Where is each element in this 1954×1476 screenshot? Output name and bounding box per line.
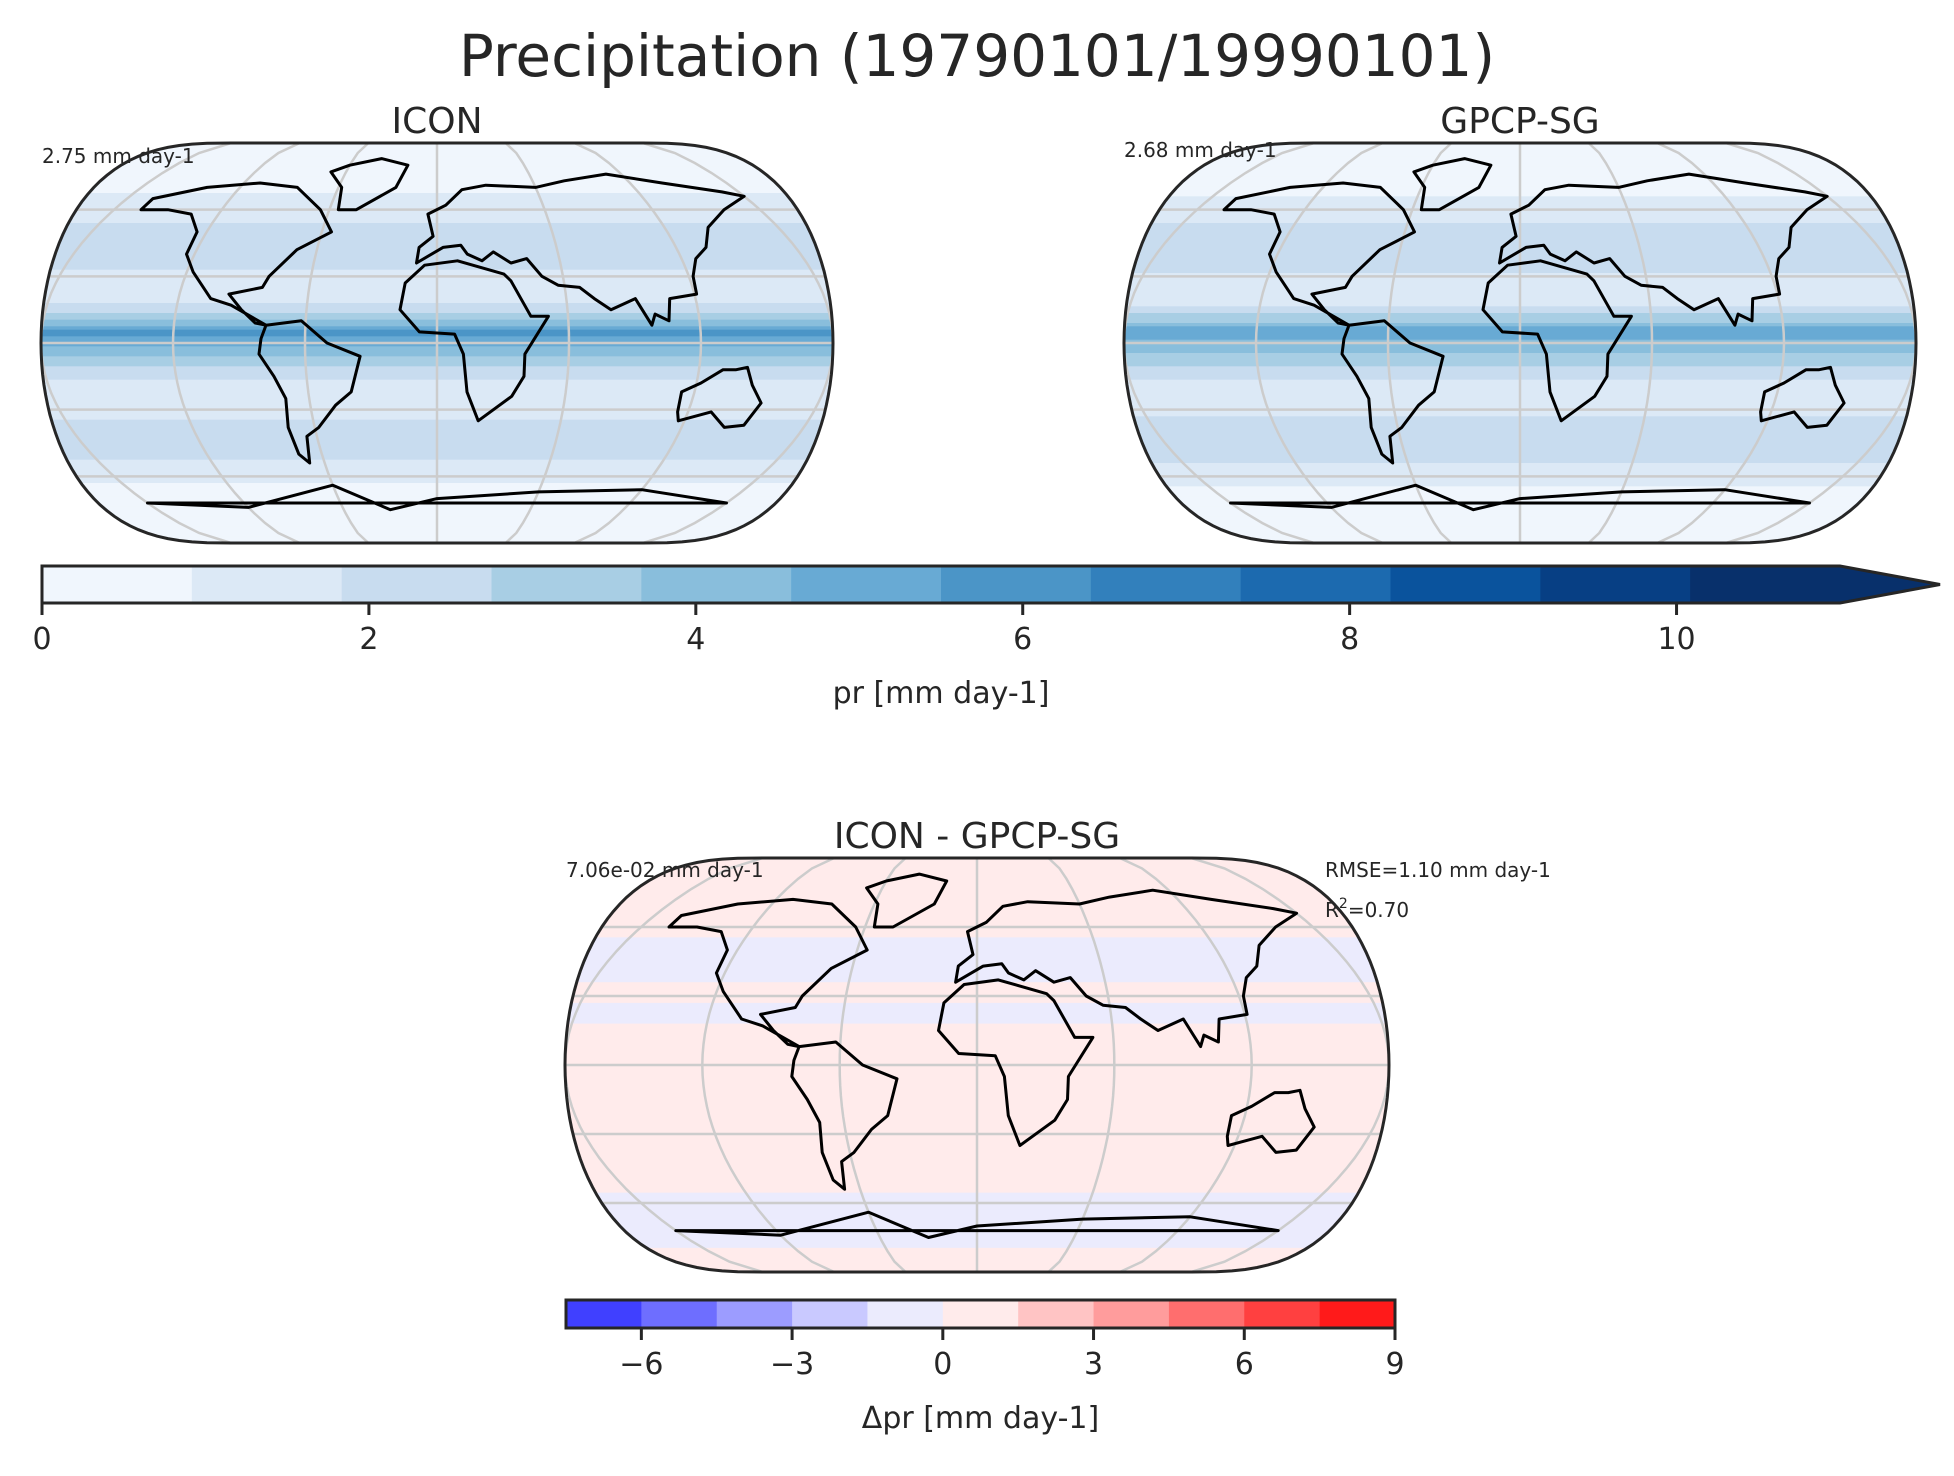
colorbar-swatch — [566, 1300, 642, 1328]
map-panel-gpcp-sg: GPCP-SG 2.68 mm day-1 — [1122, 101, 1918, 545]
colorbar-tick-label: 6 — [1013, 622, 1032, 657]
colorbar-swatch — [941, 566, 1092, 603]
colorbar-tick-label: 0 — [32, 622, 51, 657]
coastline — [398, 259, 550, 423]
colorbar-difference: −6 −3 0 3 6 9 Δpr [mm day-1] — [564, 1298, 1405, 1436]
colorbar-label: Δpr [mm day-1] — [862, 1401, 1099, 1436]
coastline — [1340, 319, 1445, 465]
colorbar-swatch — [942, 1300, 1019, 1328]
colorbar-label: pr [mm day-1] — [833, 676, 1050, 711]
colorbar-tick-label: 3 — [1084, 1347, 1103, 1382]
panel-title: GPCP-SG — [1440, 101, 1599, 142]
colorbar-tick-label: 4 — [686, 622, 705, 657]
colorbar-swatch — [1690, 566, 1841, 603]
colorbar-tick-label: 8 — [1340, 622, 1359, 657]
colorbar-swatch — [867, 1300, 944, 1328]
colorbar-tick-label: 6 — [1235, 1347, 1254, 1382]
coastline — [257, 319, 362, 465]
mean-annotation: 2.68 mm day-1 — [1124, 138, 1277, 162]
r2-annotation: R2=0.70 — [1325, 896, 1409, 922]
coastline — [937, 978, 1095, 1147]
coastline — [146, 483, 728, 512]
figure-title: Precipitation (19790101/19990101) — [458, 22, 1496, 90]
colorbar-frame — [564, 1298, 1397, 1330]
colorbar-swatch — [341, 566, 492, 603]
coastline — [865, 872, 949, 929]
colorbar-swatch — [1540, 566, 1691, 603]
colorbar-swatch — [1390, 566, 1541, 603]
coastline — [1229, 483, 1811, 512]
coastline — [676, 365, 763, 429]
colorbar-swatch — [641, 566, 792, 603]
colorbar-swatch — [792, 1300, 868, 1328]
colorbar-swatch — [1093, 1300, 1170, 1328]
colorbar-tick-label: 2 — [359, 622, 378, 657]
colorbar-tick-label: 9 — [1385, 1347, 1404, 1382]
colorbar-precipitation: 0 2 4 6 8 10 pr [mm day-1] — [32, 564, 1941, 711]
coastline — [1222, 181, 1416, 327]
colorbar-swatch — [1018, 1300, 1095, 1328]
colorbar-frame — [40, 564, 1941, 605]
colorbar-tick-label: −6 — [619, 1347, 663, 1382]
colorbar-swatch — [641, 1300, 718, 1328]
colorbar-swatch — [191, 566, 343, 603]
map-panel-icon-gpcp-sg: ICON - GPCP-SG 7.06e-02 mm day-1 RMSE=1.10… — [563, 816, 1551, 1274]
coastline — [1498, 172, 1829, 327]
map-frame — [1122, 141, 1918, 545]
coastline — [415, 172, 746, 327]
map-panel-icon: ICON 2.75 mm day-1 — [39, 101, 835, 545]
colorbar-swatch — [1090, 566, 1242, 603]
coastline — [674, 1210, 1280, 1239]
colorbar-swatch — [1244, 1300, 1321, 1328]
panel-title: ICON - GPCP-SG — [834, 816, 1120, 857]
map-frame — [39, 141, 835, 545]
colorbar-swatch — [791, 566, 942, 603]
colorbar-tick-label: −3 — [770, 1347, 814, 1382]
mean-annotation: 2.75 mm day-1 — [42, 144, 195, 168]
colorbar-swatch — [1168, 1300, 1245, 1328]
colorbar-tick-label: 0 — [933, 1347, 952, 1382]
coastline — [1225, 1088, 1316, 1154]
colorbar-swatch — [1240, 566, 1391, 603]
coastline — [1481, 259, 1633, 423]
coastline — [790, 1040, 899, 1191]
colorbar-swatch — [491, 566, 642, 603]
panel-title: ICON — [391, 101, 482, 142]
mean-annotation: 7.06e-02 mm day-1 — [566, 858, 764, 882]
coastline — [329, 157, 410, 212]
rmse-annotation: RMSE=1.10 mm day-1 — [1325, 858, 1551, 882]
colorbar-swatch — [42, 566, 193, 603]
coastline — [667, 897, 869, 1049]
colorbar-tick-label: 10 — [1657, 622, 1695, 657]
map-frame — [563, 856, 1391, 1274]
coastline — [1759, 365, 1846, 429]
colorbar-swatch — [1319, 1300, 1396, 1328]
colorbar-extend-arrow — [1840, 566, 1940, 603]
coastline — [139, 181, 333, 327]
coastline — [1412, 157, 1493, 212]
coastline — [954, 888, 1299, 1049]
colorbar-swatch — [716, 1300, 793, 1328]
